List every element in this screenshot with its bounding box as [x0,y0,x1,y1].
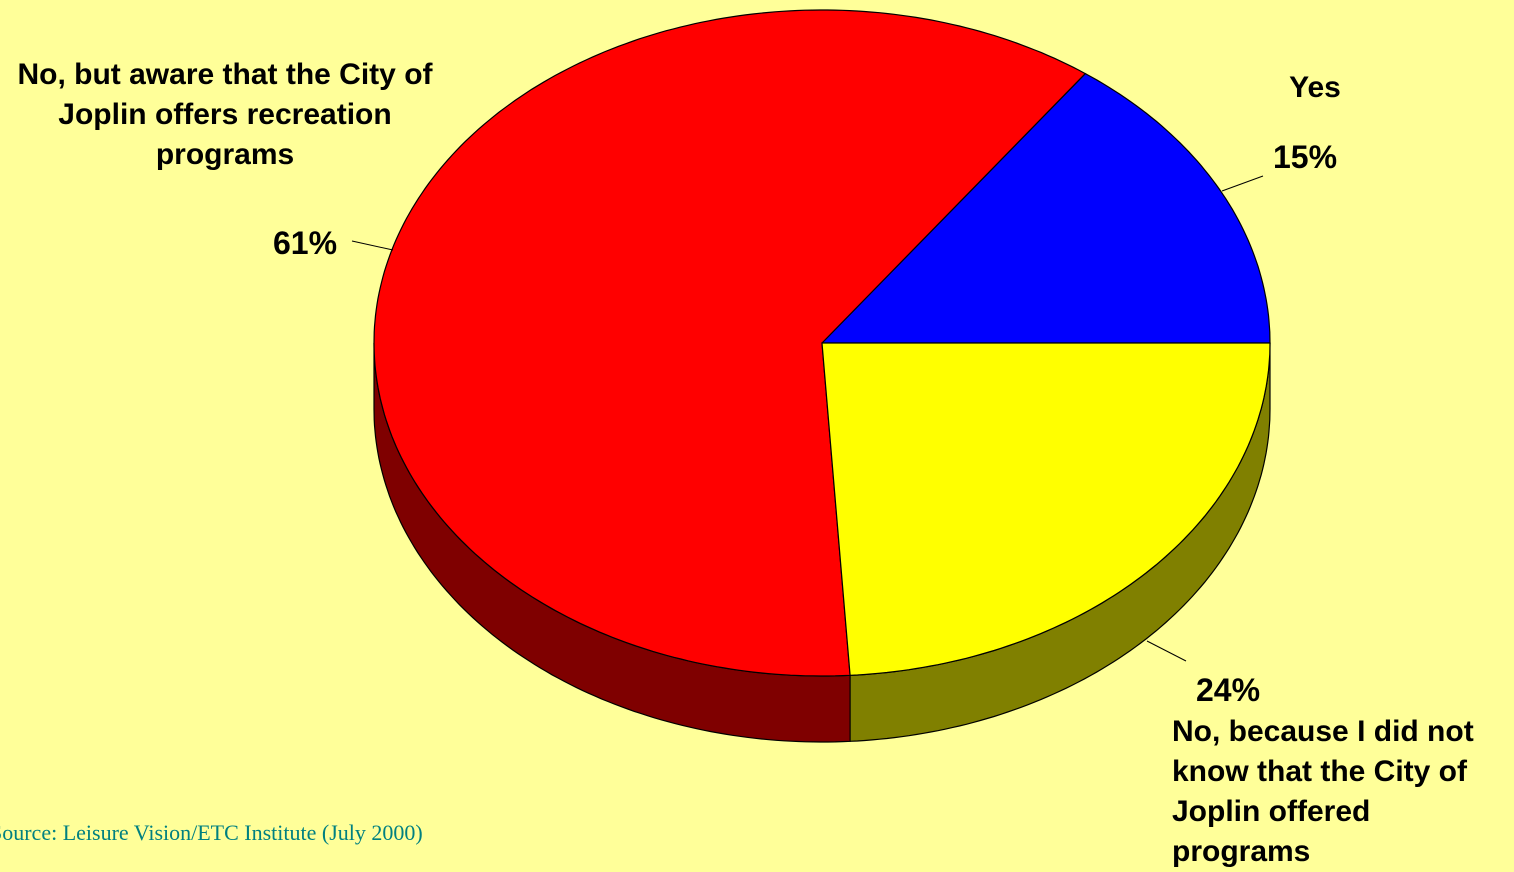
leader-line [351,240,394,251]
pie-slice [821,342,1271,676]
leader-line [1146,640,1187,662]
value-label: 15% [1272,139,1338,175]
source-note: Source: Leisure Vision/ETC Institute (Ju… [0,820,423,845]
pie-tops [373,9,1271,677]
leader-line [1221,175,1264,192]
value-label: 61% [272,225,338,261]
pie-slice [820,72,1271,344]
value-label: 24% [1195,672,1261,708]
category-label: No, because I did not know that the City… [1172,715,1474,868]
category-label: No, but aware that the City of Joplin of… [17,58,433,171]
category-label: Yes [1289,71,1341,104]
